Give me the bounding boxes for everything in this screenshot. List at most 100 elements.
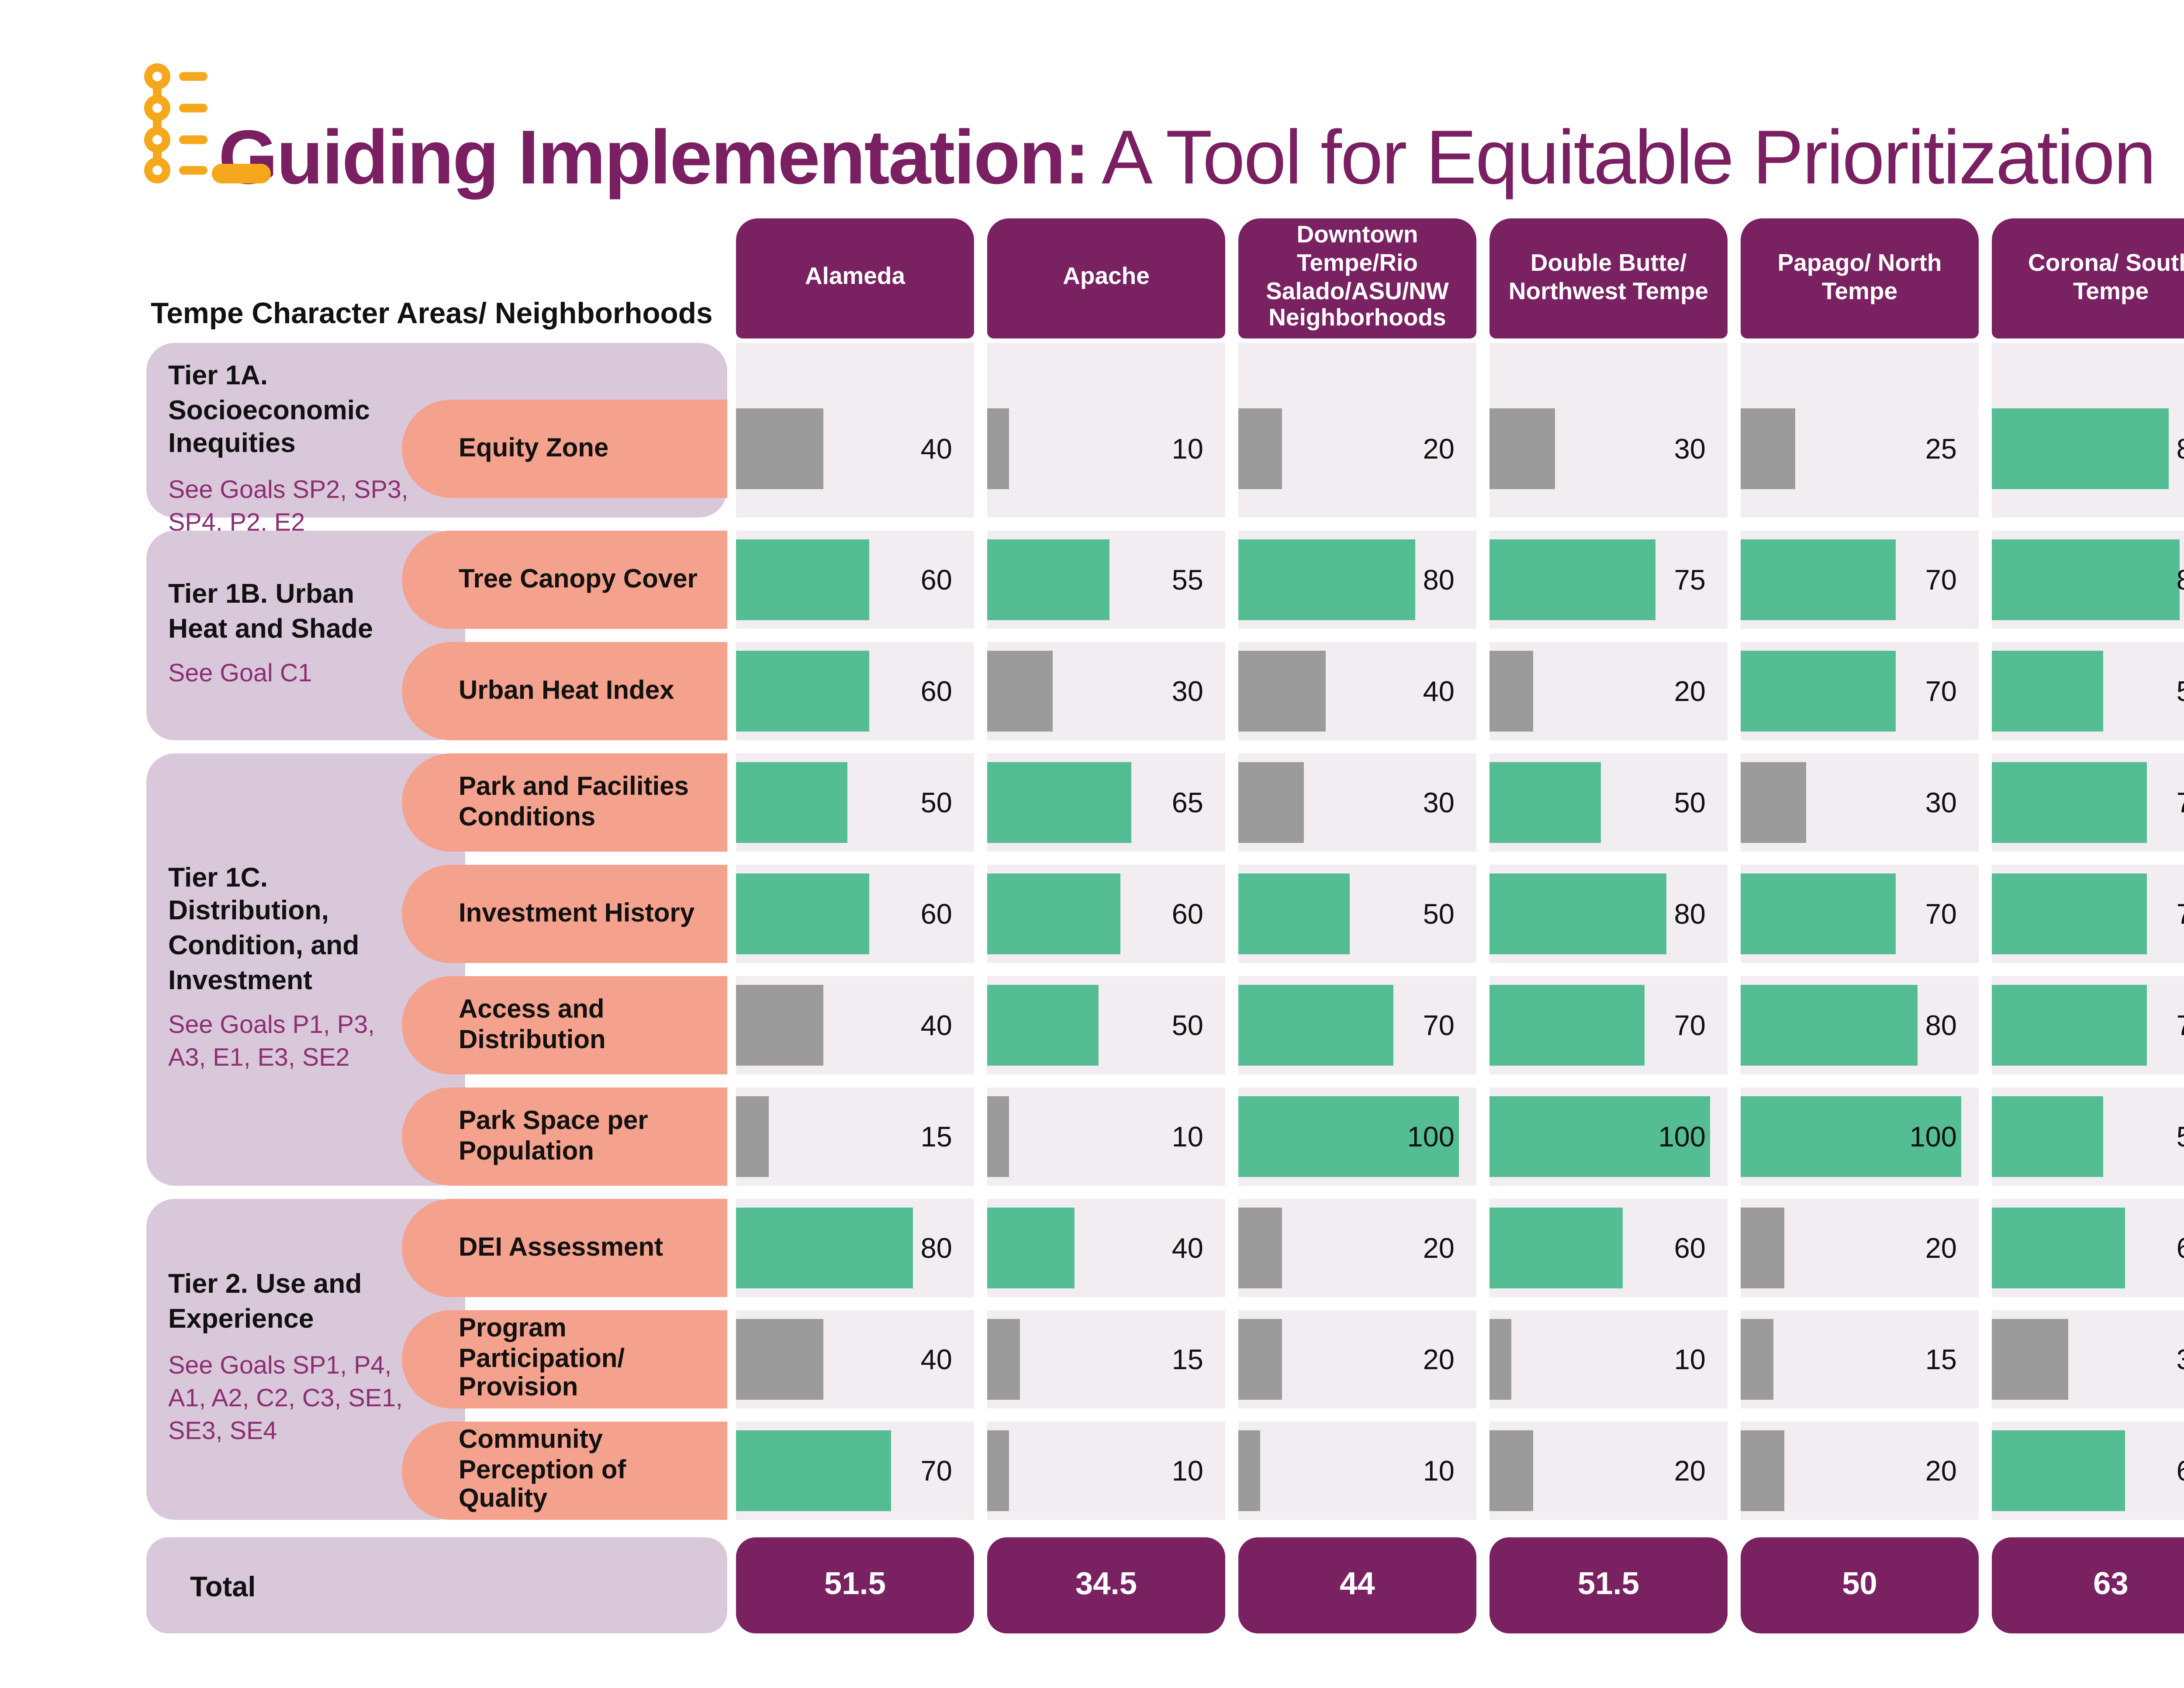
score-value: 70 bbox=[1423, 1009, 1455, 1042]
score-bar-high bbox=[736, 1208, 912, 1288]
score-bar-low bbox=[1489, 408, 1556, 489]
score-cell: 60 bbox=[736, 531, 974, 629]
score-cell: 70 bbox=[1741, 531, 1979, 629]
score-cell: 80 bbox=[1992, 343, 2184, 518]
score-cell: 15 bbox=[1741, 1310, 1979, 1408]
score-cell: 70 bbox=[1489, 976, 1728, 1074]
score-value: 20 bbox=[1925, 1232, 1957, 1264]
score-bar-high bbox=[1238, 873, 1349, 954]
score-cell: 70 bbox=[736, 1422, 974, 1520]
total-row-label: Total bbox=[146, 1537, 727, 1633]
score-cell: 20 bbox=[1238, 343, 1476, 518]
score-cell: 75 bbox=[1489, 531, 1728, 629]
score-bar-high bbox=[1992, 873, 2146, 954]
score-cell: 20 bbox=[1489, 1422, 1728, 1520]
tier-goals: See Goals P1, P3, A3, E1, E3, SE2 bbox=[168, 1014, 375, 1073]
score-cell: 30 bbox=[1489, 343, 1728, 518]
score-cell: 80 bbox=[1741, 976, 1979, 1074]
metric-label: Community Perception of Quality bbox=[459, 1423, 626, 1514]
score-bar-high bbox=[1741, 539, 1895, 620]
score-bar-high bbox=[1741, 1096, 1961, 1177]
score-value: 15 bbox=[1171, 1343, 1203, 1376]
score-value: 60 bbox=[920, 563, 952, 596]
metric-label-pill: Access and Distribution bbox=[402, 976, 727, 1074]
score-cell: 30 bbox=[987, 642, 1225, 740]
metric-label-pill: Equity Zone bbox=[402, 400, 727, 498]
score-cell: 10 bbox=[987, 1422, 1225, 1520]
score-cell: 35 bbox=[1992, 1310, 2184, 1408]
score-cell: 65 bbox=[987, 753, 1225, 852]
score-bar-high bbox=[1238, 1096, 1459, 1177]
score-cell: 20 bbox=[1741, 1422, 1979, 1520]
score-cell: 60 bbox=[736, 865, 974, 963]
score-value: 15 bbox=[1925, 1343, 1957, 1376]
score-bar-high bbox=[736, 539, 868, 620]
score-value: 80 bbox=[920, 1232, 952, 1264]
score-bar-high bbox=[1992, 985, 2146, 1066]
score-cell: 40 bbox=[987, 1199, 1225, 1297]
score-value: 40 bbox=[920, 1009, 952, 1042]
neighborhood-column: Double Butte/ Northwest Tempe 30 75 20 50 80 7… bbox=[1489, 218, 1728, 1633]
score-bar-high bbox=[987, 539, 1109, 620]
score-bar-high bbox=[1489, 873, 1666, 954]
score-value: 30 bbox=[1423, 786, 1455, 819]
page-title: Guiding Implementation: A Tool for Equita… bbox=[218, 117, 2156, 204]
column-header: Corona/ South Tempe bbox=[1992, 218, 2184, 338]
score-value: 10 bbox=[1171, 1120, 1203, 1153]
score-bar-high bbox=[1489, 762, 1600, 843]
tier-goals: See Goal C1 bbox=[168, 662, 312, 688]
metric-label: DEI Assessment bbox=[459, 1230, 663, 1261]
score-value: 80 bbox=[2121, 408, 2184, 489]
score-value: 60 bbox=[920, 898, 952, 930]
neighborhood-column: Downtown Tempe/Rio Salado/ASU/NW Neighbo… bbox=[1238, 218, 1476, 1633]
score-bar-high bbox=[1489, 1208, 1622, 1288]
score-bar-high bbox=[1992, 1096, 2102, 1177]
column-total: 51.5 bbox=[736, 1537, 974, 1633]
score-bar-low bbox=[1489, 651, 1534, 732]
score-value: 70 bbox=[1925, 563, 1957, 596]
neighborhood-column: Apache 10 55 30 65 60 50 10 40 15 10 34.5 bbox=[987, 218, 1225, 1633]
score-bar-low bbox=[1238, 1430, 1261, 1511]
score-bar-low bbox=[1741, 1208, 1785, 1288]
score-bar-low bbox=[987, 1319, 1020, 1400]
neighborhood-column: Corona/ South Tempe 80 85 50 70 70 70 50 60 35 60 6… bbox=[1992, 218, 2184, 1633]
prioritization-matrix: Tempe Character Areas/ Neighborhoods Tie… bbox=[0, 218, 2184, 1633]
score-cell: 60 bbox=[1992, 1199, 2184, 1297]
score-value: 60 bbox=[920, 675, 952, 708]
score-value: 20 bbox=[1423, 432, 1455, 465]
score-cell: 10 bbox=[1238, 1422, 1476, 1520]
score-value: 20 bbox=[1925, 1454, 1957, 1487]
neighborhood-column: Papago/ North Tempe 25 70 70 30 70 80 100 20 15 20… bbox=[1741, 218, 1979, 1633]
metric-label: Park Space per Population bbox=[459, 1104, 648, 1165]
metric-label: Program Participation/ Provision bbox=[459, 1312, 625, 1403]
score-value: 70 bbox=[2121, 762, 2184, 843]
score-value: 40 bbox=[1423, 675, 1455, 708]
score-bar-high bbox=[1992, 408, 2168, 489]
score-bar-low bbox=[1741, 1319, 1774, 1400]
score-bar-low bbox=[987, 1430, 1009, 1511]
score-cell: 10 bbox=[1489, 1310, 1728, 1408]
score-bar-high bbox=[1992, 539, 2180, 620]
score-value: 30 bbox=[1171, 675, 1203, 708]
list-timeline-icon bbox=[144, 63, 207, 183]
score-cell: 40 bbox=[1238, 642, 1476, 740]
score-cell: 40 bbox=[736, 1310, 974, 1408]
score-bar-high bbox=[987, 1208, 1075, 1288]
score-bar-low bbox=[1238, 762, 1305, 843]
score-bar-low bbox=[1238, 1319, 1282, 1400]
score-value: 10 bbox=[1674, 1343, 1706, 1376]
total-label-text: Total bbox=[190, 1569, 256, 1602]
score-value: 80 bbox=[1674, 898, 1706, 930]
metric-label-pill: Park Space per Population bbox=[402, 1087, 727, 1186]
matrix-corner-header: Tempe Character Areas/ Neighborhoods bbox=[151, 297, 713, 330]
tier-title: Tier 2. Use and Experience bbox=[168, 1270, 362, 1335]
score-value: 70 bbox=[920, 1454, 952, 1487]
score-bar-low bbox=[987, 1096, 1009, 1177]
score-value: 10 bbox=[1423, 1454, 1455, 1487]
score-cell: 50 bbox=[1992, 1087, 2184, 1186]
page-title-regular: A Tool for Equitable Prioritization bbox=[1102, 117, 2156, 202]
score-value: 80 bbox=[1925, 1009, 1957, 1042]
score-bar-low bbox=[1238, 651, 1327, 732]
score-value: 70 bbox=[1925, 898, 1957, 930]
score-cell: 15 bbox=[736, 1087, 974, 1186]
